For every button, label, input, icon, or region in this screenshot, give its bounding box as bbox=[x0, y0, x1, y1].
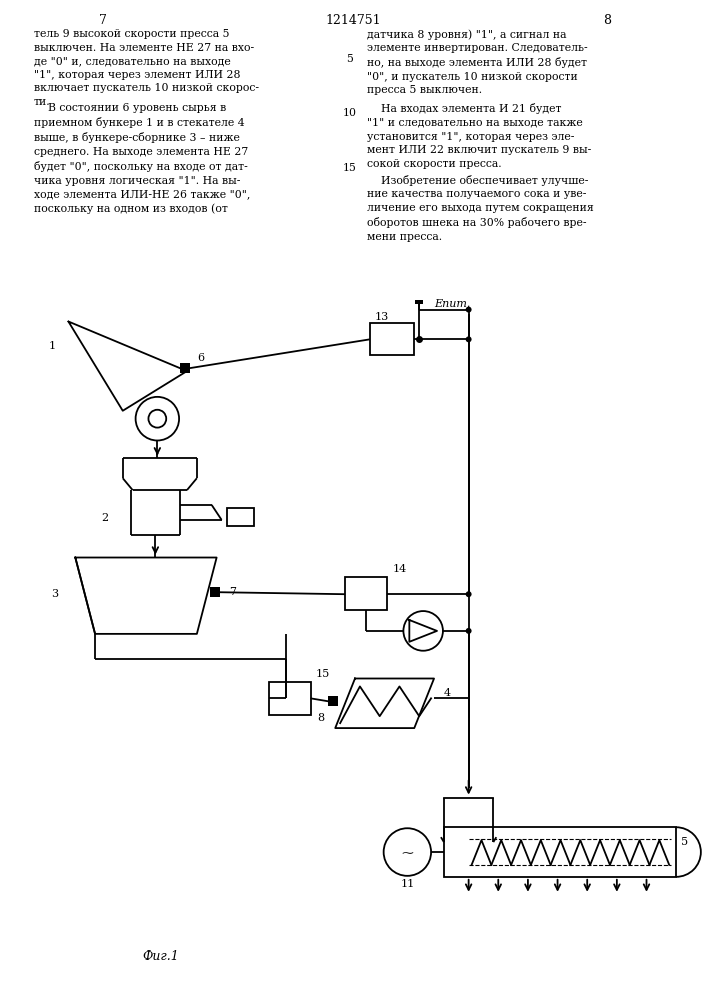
Circle shape bbox=[384, 828, 431, 876]
Circle shape bbox=[136, 397, 179, 441]
Text: ~: ~ bbox=[400, 844, 414, 861]
Circle shape bbox=[466, 336, 472, 342]
Bar bbox=[269, 682, 310, 715]
Text: 5: 5 bbox=[681, 837, 688, 847]
Text: На входах элемента И 21 будет
"1" и следовательно на выходе также
установится "1: На входах элемента И 21 будет "1" и след… bbox=[367, 103, 591, 169]
Bar bbox=[180, 363, 190, 373]
Text: 4: 4 bbox=[444, 688, 451, 698]
Text: 5: 5 bbox=[346, 54, 354, 64]
Text: 8: 8 bbox=[603, 14, 611, 27]
Text: 7: 7 bbox=[230, 587, 236, 597]
Text: 1: 1 bbox=[48, 341, 56, 351]
Bar bbox=[444, 827, 676, 877]
Text: 3: 3 bbox=[52, 589, 59, 599]
Text: Фиг.1: Фиг.1 bbox=[143, 950, 180, 963]
Text: тель 9 высокой скорости пресса 5
выключен. На элементе НЕ 27 на вхо-
де "0" и, с: тель 9 высокой скорости пресса 5 выключе… bbox=[34, 29, 259, 107]
Bar bbox=[370, 323, 414, 355]
Circle shape bbox=[404, 611, 443, 651]
Text: 6: 6 bbox=[197, 353, 204, 363]
Text: 13: 13 bbox=[375, 312, 389, 322]
Circle shape bbox=[466, 307, 472, 313]
Text: Изобретение обеспечивает улучше-
ние качества получаемого сока и уве-
личение ег: Изобретение обеспечивает улучше- ние кач… bbox=[367, 175, 594, 242]
Text: 1214751: 1214751 bbox=[325, 14, 381, 27]
Text: Епит.: Епит. bbox=[434, 299, 470, 309]
Text: 11: 11 bbox=[400, 879, 414, 889]
Bar bbox=[328, 696, 338, 706]
Circle shape bbox=[466, 628, 472, 634]
Text: 8: 8 bbox=[317, 713, 324, 723]
Bar bbox=[415, 300, 423, 304]
Text: 7: 7 bbox=[99, 14, 107, 27]
Text: В состоянии 6 уровень сырья в
приемном бункере 1 и в стекателе 4
выше, в бункере: В состоянии 6 уровень сырья в приемном б… bbox=[34, 103, 250, 214]
Bar bbox=[226, 508, 255, 526]
Circle shape bbox=[466, 591, 472, 597]
Text: 2: 2 bbox=[101, 513, 108, 523]
Circle shape bbox=[148, 410, 166, 428]
Text: 14: 14 bbox=[392, 564, 407, 574]
Text: датчика 8 уровня) "1", а сигнал на
элементе инвертирован. Следователь-
но, на вы: датчика 8 уровня) "1", а сигнал на элеме… bbox=[367, 29, 588, 95]
Text: 15: 15 bbox=[343, 163, 357, 173]
Bar bbox=[345, 577, 387, 610]
Bar bbox=[210, 587, 220, 597]
Text: 10: 10 bbox=[343, 108, 357, 118]
Text: 15: 15 bbox=[315, 669, 329, 679]
